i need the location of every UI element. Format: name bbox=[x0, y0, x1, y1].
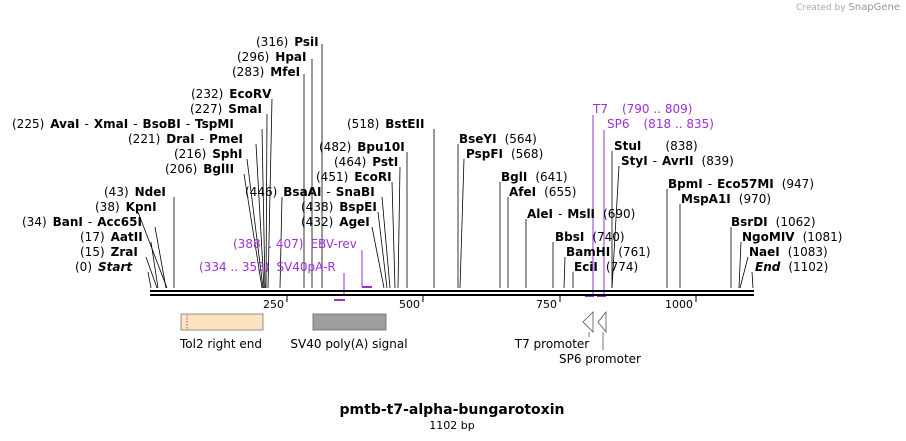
enzyme-label-stui[interactable]: StuI (838) bbox=[614, 139, 698, 153]
feature-tol2-right-end[interactable] bbox=[180, 313, 264, 331]
dna-backbone bbox=[150, 290, 754, 296]
enzyme-label-aatii[interactable]: (17) AatII bbox=[80, 230, 143, 244]
enzyme-label-styi-avrii[interactable]: StyI - AvrII (839) bbox=[621, 154, 734, 168]
enzyme-label-drai-pmei[interactable]: (221) DraI - PmeI bbox=[128, 132, 243, 146]
tick-label-1000: 1000 bbox=[665, 298, 693, 311]
primer-label-ebv-rev[interactable]: (388 .. 407) EBV-rev bbox=[233, 237, 357, 251]
feature-label-tol2-right-end: Tol2 right end bbox=[179, 337, 262, 351]
enzyme-label-bsaai-snabi[interactable]: (446) BsaAI - SnaBI bbox=[245, 185, 375, 199]
enzyme-label-bbsi[interactable]: BbsI (740) bbox=[555, 230, 625, 244]
credit-prefix: Created by bbox=[796, 3, 846, 13]
enzyme-label-naei[interactable]: NaeI (1083) bbox=[749, 245, 828, 259]
enzyme-label-kpni[interactable]: (38) KpnI bbox=[95, 200, 157, 214]
enzyme-label-bsteii[interactable]: (518) BstEII bbox=[347, 117, 424, 131]
enzyme-label-mfei[interactable]: (283) MfeI bbox=[232, 65, 300, 79]
feature-t7-promoter-arrow[interactable] bbox=[582, 311, 594, 333]
enzyme-label-ngomiv[interactable]: NgoMIV (1081) bbox=[742, 230, 842, 244]
feature-label-sp6-promoter: SP6 promoter bbox=[559, 352, 641, 366]
map-title: pmtb-t7-alpha-bungarotoxin bbox=[340, 402, 565, 418]
primer-label-sv40pa-r[interactable]: (334 .. 353) SV40pA-R bbox=[199, 260, 336, 274]
primer-label-t7[interactable]: T7 (790 .. 809) bbox=[592, 102, 692, 116]
enzyme-label-mspa1i[interactable]: MspA1I (970) bbox=[681, 192, 771, 206]
enzyme-label-sphi[interactable]: (216) SphI bbox=[174, 147, 243, 161]
enzyme-label-bspei[interactable]: (438) BspEI bbox=[301, 200, 377, 214]
enzyme-label-zrai[interactable]: (15) ZraI bbox=[80, 245, 138, 259]
primer-label-sp6[interactable]: SP6 (818 .. 835) bbox=[607, 117, 714, 131]
enzyme-label-bsrdi[interactable]: BsrDI (1062) bbox=[731, 215, 816, 229]
enzyme-label-bseyi[interactable]: BseYI (564) bbox=[459, 132, 537, 146]
enzyme-label-agei[interactable]: (432) AgeI bbox=[301, 215, 370, 229]
enzyme-label-bani-acc65i[interactable]: (34) BanI - Acc65I bbox=[22, 215, 142, 229]
enzyme-label-pspfi[interactable]: PspFI (568) bbox=[466, 147, 543, 161]
enzyme-label-smai[interactable]: (227) SmaI bbox=[190, 102, 262, 116]
enzyme-label-bglii[interactable]: (206) BglII bbox=[165, 162, 234, 176]
enzyme-label-bpu10i[interactable]: (482) Bpu10I bbox=[319, 140, 405, 154]
enzyme-leader-lines bbox=[137, 44, 754, 289]
map-subtitle-length: 1102 bp bbox=[429, 419, 474, 432]
enzyme-label-ecori[interactable]: (451) EcoRI bbox=[316, 170, 392, 184]
feature-label-t7-promoter: T7 promoter bbox=[514, 337, 590, 351]
enzyme-label-bgli[interactable]: BglI (641) bbox=[501, 170, 568, 184]
enzyme-label-afei[interactable]: AfeI (655) bbox=[509, 185, 576, 199]
enzyme-label-bamhi[interactable]: BamHI (761) bbox=[566, 245, 651, 259]
enzyme-label-hpai[interactable]: (296) HpaI bbox=[237, 50, 306, 64]
enzyme-label-bpmi-eco57mi[interactable]: BpmI - Eco57MI (947) bbox=[668, 177, 814, 191]
feature-sp6-promoter-arrow[interactable] bbox=[597, 310, 607, 334]
primer-leader-lines bbox=[343, 115, 605, 296]
feature-label-sv40-polya-signal: SV40 poly(A) signal bbox=[290, 337, 407, 351]
tick-label-250: 250 bbox=[263, 298, 284, 311]
scale-ticks bbox=[286, 296, 697, 302]
enzyme-label-alei-msli[interactable]: AleI - MslI (690) bbox=[527, 207, 635, 221]
tick-label-500: 500 bbox=[399, 298, 420, 311]
tick-label-750: 750 bbox=[536, 298, 557, 311]
enzyme-label-psii[interactable]: (316) PsiI bbox=[256, 35, 319, 49]
enzyme-label-ecorv[interactable]: (232) EcoRV bbox=[191, 87, 272, 101]
enzyme-label-ecii[interactable]: EciI (774) bbox=[574, 260, 638, 274]
enzyme-label-end[interactable]: End (1102) bbox=[755, 260, 828, 274]
enzyme-label-psti[interactable]: (464) PstI bbox=[334, 155, 398, 169]
feature-sv40-polya-signal[interactable] bbox=[312, 313, 387, 331]
enzyme-label-ndei[interactable]: (43) NdeI bbox=[104, 185, 166, 199]
enzyme-label-start[interactable]: (0) Start bbox=[75, 260, 133, 274]
snapgene-credit: Created by SnapGene bbox=[796, 2, 900, 13]
snapgene-logo: SnapGene bbox=[848, 2, 900, 13]
enzyme-label-avai-group[interactable]: (225) AvaI - XmaI - BsoBI - TspMI bbox=[12, 117, 234, 131]
primer-arrows bbox=[334, 286, 606, 301]
